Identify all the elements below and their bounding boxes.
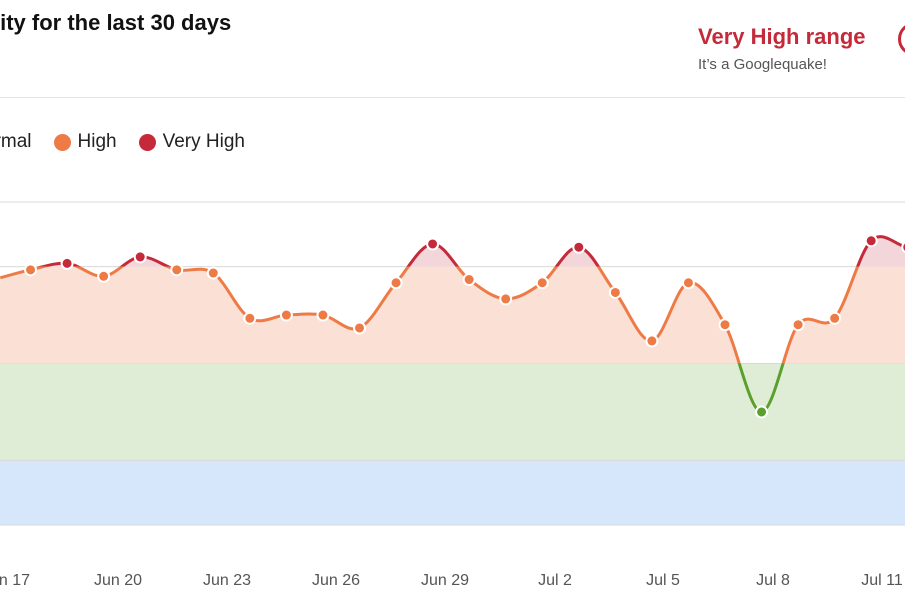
legend-label-very-high: Very High [162, 131, 245, 152]
data-point-jun-27 [389, 276, 403, 290]
legend-dot-high-icon [53, 133, 71, 151]
data-point-jun-25 [316, 308, 330, 322]
volatility-line-chart: un 17 Jun 20 Jun 23 Jun 26 Jun 29 Jul 2 Jul 5 J… [0, 201, 905, 589]
data-point-jun-17 [24, 263, 38, 277]
data-point-jul-1 [535, 276, 549, 290]
band-low [0, 460, 905, 525]
data-point-jul-3 [608, 285, 622, 299]
legend-label-high: High [77, 131, 117, 152]
area-high [0, 266, 905, 364]
chart-legend: ormal High Very High [0, 131, 267, 153]
chart-title: lity for the last 30 days [0, 10, 232, 35]
data-point-jun-19 [97, 269, 111, 283]
data-point-jul-2 [572, 240, 586, 254]
series-line [0, 235, 905, 414]
range-status-note: It’s a Googlequake! [698, 56, 827, 73]
data-point-jun-20 [133, 250, 147, 264]
data-points [0, 234, 905, 419]
data-point-jun-23 [243, 311, 257, 325]
band-normal [0, 363, 905, 461]
area-fills [0, 236, 905, 364]
data-point-jul-4 [645, 334, 659, 348]
legend-item-very-high[interactable]: Very High [138, 131, 245, 153]
x-tick-label-8: Jul 11 [861, 572, 903, 589]
line-path-very-high [37, 235, 905, 267]
header-divider [0, 97, 905, 98]
line-segment-high [0, 266, 860, 364]
data-point-jul-7 [755, 405, 769, 419]
area-high-fill [0, 266, 905, 364]
data-point-jun-30 [499, 292, 513, 306]
x-tick-label-1: Jun 20 [94, 572, 142, 589]
data-point-jul-9 [828, 311, 842, 325]
x-tick-label-5: Jul 2 [538, 572, 572, 589]
legend-item-high[interactable]: High [53, 131, 117, 153]
data-point-jun-18 [60, 256, 74, 270]
data-point-jun-29 [462, 273, 476, 287]
data-point-jun-22 [206, 266, 220, 280]
data-point-jul-6 [718, 318, 732, 332]
range-bands [0, 363, 905, 525]
range-gauge-icon [898, 22, 905, 56]
legend-label-normal: ormal [0, 131, 32, 152]
x-tick-label-4: Jun 29 [421, 572, 469, 589]
data-point-jul-5 [681, 276, 695, 290]
x-tick-label-6: Jul 5 [646, 572, 680, 589]
x-tick-label-2: Jun 23 [203, 572, 251, 589]
x-tick-label-0: un 17 [0, 572, 30, 589]
data-point-jul-11 [901, 241, 905, 254]
data-point-jun-28 [426, 237, 440, 251]
data-point-jun-21 [170, 263, 184, 277]
x-tick-label-7: Jul 8 [756, 572, 790, 589]
range-status-title: Very High range [698, 24, 866, 49]
data-point-jul-8 [791, 318, 805, 332]
data-point-jun-24 [279, 308, 293, 322]
data-point-jul-10 [864, 234, 878, 248]
line-path-high [0, 266, 860, 364]
legend-dot-very-high-icon [138, 133, 156, 151]
data-point-jun-26 [353, 321, 366, 335]
legend-item-normal[interactable]: ormal [0, 131, 32, 153]
x-axis-ticks: un 17 Jun 20 Jun 23 Jun 26 Jun 29 Jul 2 Jul 5 J… [0, 572, 903, 589]
x-tick-label-3: Jun 26 [312, 572, 360, 589]
line-segment-very-high [37, 235, 905, 267]
